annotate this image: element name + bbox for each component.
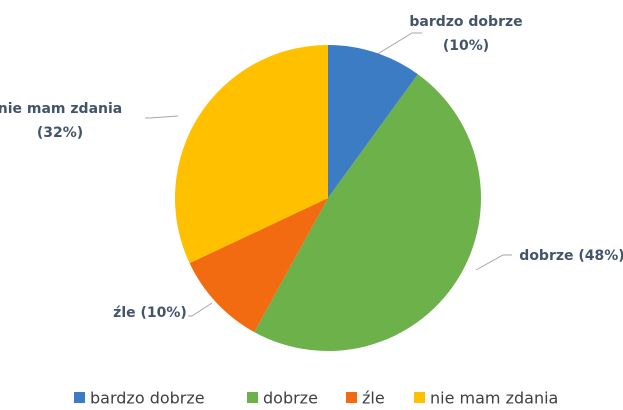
data-label: (10%) [443,38,489,54]
data-label: (48%) [578,248,623,264]
legend-label: nie mam zdania [430,389,558,408]
legend-label: źle [362,389,385,408]
leader-line [145,115,179,119]
legend-swatch [346,392,357,403]
legend-swatch [414,392,425,403]
leader-line [375,32,422,56]
data-label-group: źle (10%) [113,305,187,321]
legend-swatch [247,392,258,403]
pie-slice [175,44,328,264]
data-label-group: dobrze (48%) [519,248,623,264]
pie-slice [254,74,482,352]
data-label: (10%) [141,305,187,321]
pie-slice [328,45,418,198]
data-label-name: dobrze [519,248,573,264]
leader-line [475,254,512,271]
legend-swatch [74,392,85,403]
data-label-name: źle [113,305,135,321]
leader-line [188,302,213,317]
data-label: (32%) [37,125,83,141]
data-label-name: bardzo dobrze [409,14,522,30]
legend-label: bardzo dobrze [90,389,205,408]
data-label-name: nie mam zdania [0,101,122,117]
legend-label: dobrze [263,389,318,408]
pie-slice [189,198,328,333]
